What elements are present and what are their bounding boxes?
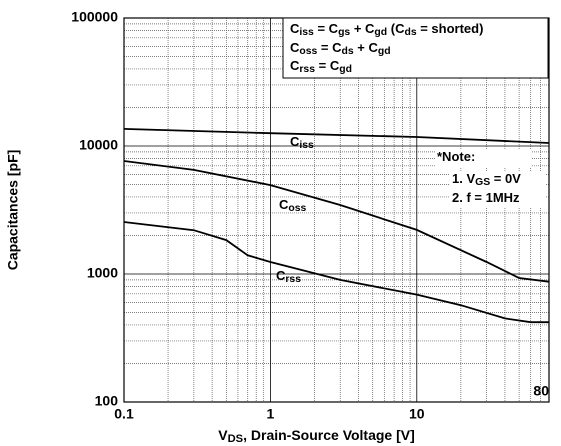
annotation-text-part: (C [387, 21, 405, 36]
annotation-text-part: + C [354, 40, 379, 55]
annotation-text-part: C [290, 40, 300, 55]
note-text-part: 1. V [452, 171, 475, 186]
series-label-sub: iss [299, 140, 314, 151]
annotation-text-part: + C [350, 21, 375, 36]
annotation-text-sub: ds [342, 46, 354, 57]
annotation-text-sub: rss [299, 64, 315, 75]
series-line [123, 160, 550, 283]
note-bg [450, 171, 546, 189]
note-text-part: 2. f = 1MHz [452, 190, 520, 205]
series-label-part: C [276, 268, 286, 283]
annotation-text-part: = shorted) [417, 21, 484, 36]
x-tick-label: 10 [409, 406, 425, 422]
x-tick-label: 0.1 [114, 406, 134, 422]
annotation-text: Ciss = Cgs + Cgd (Cds = shorted) [290, 21, 483, 38]
annotation-text-sub: ds [404, 27, 416, 38]
series-label: Coss [279, 197, 307, 214]
annotation-text-sub: gd [378, 46, 391, 57]
x-tick-label: 1 [266, 406, 274, 422]
y-tick-label: 100 [95, 393, 119, 409]
y-tick-label: 10000 [79, 137, 118, 153]
x-axis-label-part: V [218, 427, 228, 443]
note-bg [450, 190, 546, 208]
series-label: Crss [276, 268, 301, 285]
annotation-text-sub: gd [374, 27, 387, 38]
y-tick-label: 1000 [87, 265, 118, 281]
note-text-sub: GS [475, 177, 490, 188]
note-text: 2. f = 1MHz [452, 190, 520, 205]
annotation-text-part: = C [314, 21, 339, 36]
series-label-sub: oss [288, 203, 306, 214]
annotation-text-sub: oss [299, 46, 317, 57]
annotation-text-part: C [290, 58, 300, 73]
note-text-part: *Note: [437, 149, 475, 164]
note-text: 1. VGS = 0V [452, 171, 521, 188]
y-tick-label: 100000 [71, 9, 118, 25]
annotation-text-sub: iss [299, 27, 314, 38]
annotation-text-part: = C [315, 58, 340, 73]
annotation-text-part: C [290, 21, 300, 36]
x-axis-label-sub: DS [228, 433, 244, 445]
annotation-text: Crss = Cgd [290, 58, 352, 75]
annotation-box [282, 17, 549, 79]
series-line [123, 221, 549, 324]
annotation-text-sub: gd [339, 64, 352, 75]
series-label-part: C [279, 197, 289, 212]
note-text: *Note: [437, 149, 475, 164]
x-axis-label: VDS, Drain-Source Voltage [V] [218, 427, 415, 445]
annotation-text: Coss = Cds + Cgd [290, 40, 391, 57]
note-text-part: = 0V [490, 171, 521, 186]
annotation-text-sub: gs [338, 27, 350, 38]
y-axis-label: Capacitances [pF] [5, 150, 21, 271]
series-label: Ciss [290, 134, 314, 151]
note-bg [435, 149, 531, 167]
series-label-sub: rss [285, 274, 301, 285]
series-line [123, 128, 550, 144]
x-axis-label-part: , Drain-Source Voltage [V] [243, 427, 415, 443]
series-label-part: C [290, 134, 300, 149]
x-tick-label: 80 [533, 383, 549, 399]
annotation-text-part: = C [317, 40, 342, 55]
